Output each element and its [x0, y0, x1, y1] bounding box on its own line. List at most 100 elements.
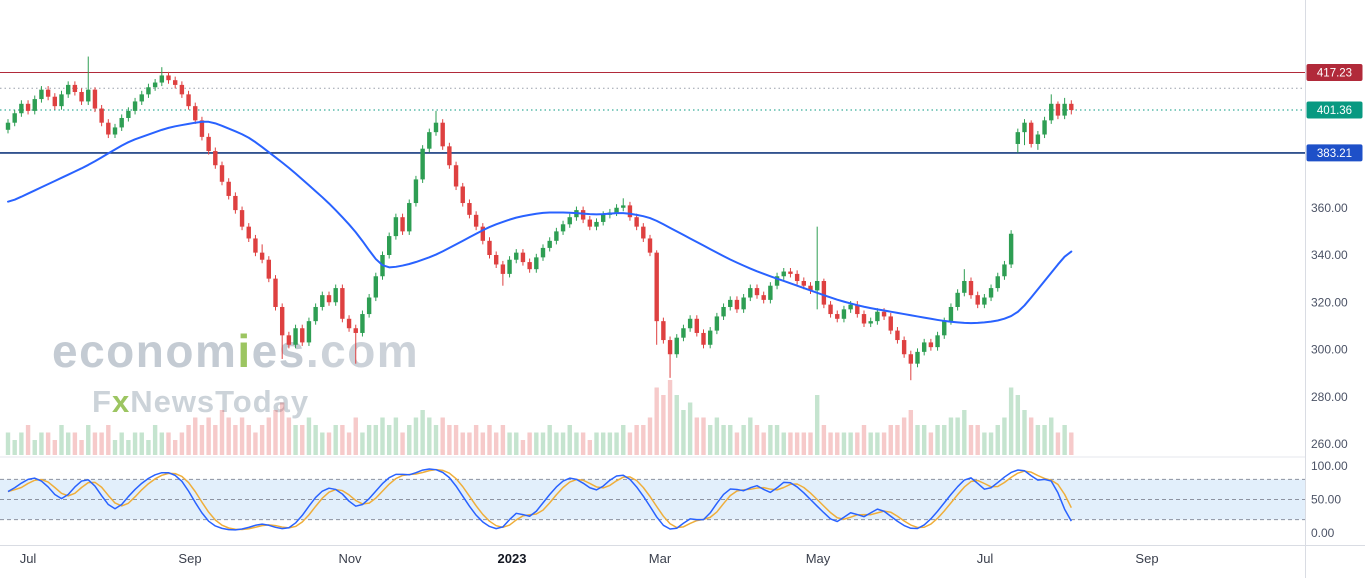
- volume-bar: [92, 432, 98, 455]
- candle: [186, 94, 191, 107]
- candle: [687, 318, 693, 329]
- volume-bar: [239, 417, 245, 455]
- volume-bar: [45, 432, 51, 455]
- volume-bar: [748, 417, 753, 455]
- candle: [413, 179, 419, 204]
- time-axis-label[interactable]: 2023: [498, 551, 527, 566]
- volume-bar: [166, 432, 171, 455]
- moving-average-line[interactable]: [7, 120, 1073, 325]
- volume-bar: [915, 425, 920, 455]
- time-axis-label[interactable]: Mar: [649, 551, 672, 566]
- stochastic-k-line: [7, 468, 1072, 531]
- candle: [52, 96, 58, 107]
- volume-bar: [694, 417, 700, 455]
- candle: [514, 252, 519, 260]
- candle: [132, 101, 138, 111]
- volume-bar: [761, 432, 766, 455]
- watermark[interactable]: economies.com FxNewsToday: [52, 325, 419, 419]
- volume-bar: [661, 395, 666, 455]
- price-tick-label: 300.00: [1311, 343, 1348, 357]
- candle: [453, 165, 459, 187]
- candle: [353, 328, 358, 333]
- volume-bar: [855, 432, 860, 455]
- volume-bar: [1015, 395, 1021, 455]
- candle: [1055, 103, 1061, 116]
- volume-bar: [641, 425, 646, 455]
- candle: [855, 304, 860, 315]
- candle: [821, 280, 827, 305]
- volume-bar: [942, 425, 947, 455]
- volume-bar: [627, 432, 633, 455]
- time-axis-label[interactable]: Sep: [1135, 551, 1158, 566]
- volume-bar: [734, 432, 740, 455]
- volume-bar: [86, 425, 91, 455]
- candle: [888, 316, 893, 331]
- time-axis-label[interactable]: Nov: [338, 551, 362, 566]
- volume-bar: [12, 440, 17, 455]
- volume-bar: [982, 432, 987, 455]
- time-axis-label[interactable]: Jul: [977, 551, 994, 566]
- candle: [320, 295, 325, 307]
- subtitle-text: F: [92, 384, 112, 419]
- volume-bar: [968, 425, 974, 455]
- volume-bar: [687, 402, 693, 455]
- volume-bar: [1069, 432, 1074, 455]
- volume-bar: [540, 432, 546, 455]
- candle: [761, 295, 766, 300]
- candle: [728, 299, 733, 307]
- ma-line[interactable]: [7, 120, 1073, 325]
- candle: [1028, 122, 1034, 144]
- candle: [493, 255, 499, 265]
- candle: [1002, 264, 1007, 277]
- volume-bar: [995, 425, 1000, 455]
- volume-bar: [500, 425, 506, 455]
- price-badge-417.23[interactable]: 417.23: [1306, 64, 1363, 82]
- volume-bar: [814, 395, 820, 455]
- candle: [587, 219, 593, 227]
- price-badge-401.36[interactable]: 401.36: [1306, 101, 1363, 119]
- candle: [781, 271, 786, 277]
- volume-bar: [413, 417, 419, 455]
- price-badge-383.21[interactable]: 383.21: [1306, 144, 1363, 162]
- time-axis[interactable]: Jul Sep Nov 2023 Mar May Jul Sep: [20, 551, 1159, 566]
- candle: [955, 292, 960, 307]
- candles: [5, 56, 1074, 381]
- time-axis-label[interactable]: May: [806, 551, 831, 566]
- fxnewstoday-logo[interactable]: FxNewsToday: [92, 384, 309, 419]
- time-axis-label[interactable]: Jul: [20, 551, 37, 566]
- candle: [968, 280, 974, 296]
- volume-bar: [246, 425, 251, 455]
- volume-bar: [1022, 410, 1027, 455]
- candle: [841, 309, 847, 319]
- volume-bar: [152, 425, 158, 455]
- candle: [714, 316, 720, 331]
- volume-bar: [1028, 417, 1034, 455]
- volume-bar: [72, 432, 78, 455]
- volume-bar: [213, 425, 218, 455]
- volume-bar: [895, 425, 900, 455]
- candle: [360, 314, 365, 333]
- price-axis[interactable]: 360.00 340.00 320.00 300.00 280.00 260.00 100.…: [1306, 64, 1363, 540]
- candle: [634, 217, 639, 227]
- candle: [1042, 120, 1047, 135]
- candle: [86, 89, 91, 102]
- candle: [962, 280, 967, 293]
- candle: [119, 117, 124, 128]
- volume-bar: [346, 432, 352, 455]
- volume-bar: [273, 410, 278, 455]
- svg-text:383.21: 383.21: [1317, 148, 1352, 160]
- candle: [480, 226, 486, 241]
- volume-bar: [179, 432, 185, 455]
- candle: [734, 299, 740, 310]
- candle: [152, 82, 158, 88]
- volume-bar: [514, 432, 519, 455]
- brand-accent: i: [237, 325, 251, 377]
- time-axis-label[interactable]: Sep: [178, 551, 201, 566]
- candle: [594, 221, 599, 227]
- volume-bar: [654, 387, 659, 455]
- candle: [794, 273, 800, 281]
- candle: [1008, 233, 1014, 265]
